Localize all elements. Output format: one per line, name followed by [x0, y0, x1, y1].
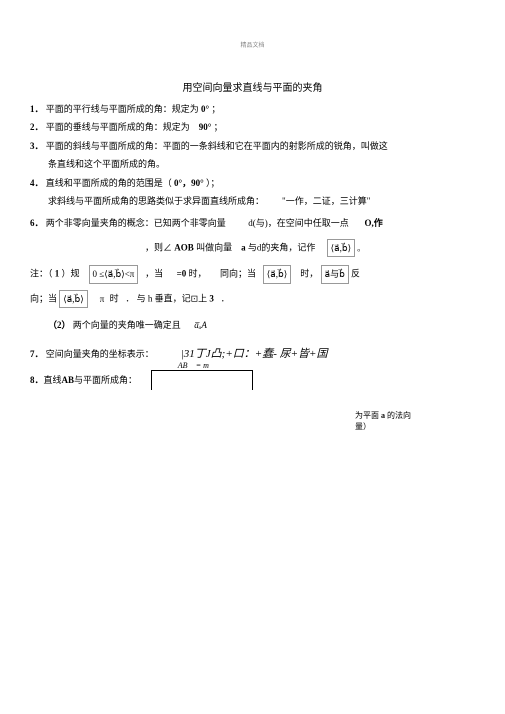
vec-angle-1: ⟨a⃗,b⃗⟩ [327, 239, 356, 257]
item-1-val: 0° [201, 104, 209, 114]
item-4-end: ）； [206, 178, 220, 188]
item-1-end: ； [211, 104, 220, 114]
item-4-val: 0°，90° [174, 178, 204, 188]
item-6-mid: d(与)，在空间中任取一点 [248, 218, 349, 228]
footnote-a: a [381, 411, 385, 420]
item-6-end: O,作 [365, 218, 383, 228]
item-2: 2． 平面的垂线与平面所成的角：规定为 90° ； [30, 120, 475, 134]
item-8-text2: 与平面所成角： [74, 373, 137, 387]
vec-angle-3: ⟨a⃗,b⃗⟩ [59, 290, 88, 308]
item-2-num: 2． [30, 122, 44, 132]
note-1-text2: ，当 [145, 268, 163, 278]
footnote: 为平面 a 的法向 量） [355, 410, 445, 432]
item-6-line2: ，则∠ AOB 叫做向量 a 与d的夹角，记作 ⟨a⃗,b⃗⟩ ₒ [30, 239, 475, 257]
item-1: 1． 平面的平行线与平面所成的角：规定为 0° ； [30, 102, 475, 116]
item-4-text: 直线和平面所成的角的范围是（ [46, 178, 172, 188]
item-1-text: 平面的平行线与平面所成的角：规定为 [46, 104, 199, 114]
note-2: （2） 两个向量的夹角唯一确定且 a̅ₒA [30, 318, 475, 332]
item-6-line2c: 与d的夹角，记作 [248, 242, 316, 252]
item-4-num: 4． [30, 178, 44, 188]
item-7-num: 7． [30, 349, 44, 359]
vec-angle-2: ⟨a⃗,b⃗⟩ [263, 265, 292, 283]
footnote-line1b: 的法向 [387, 411, 411, 420]
item-2-end: ； [214, 122, 223, 132]
note-1-formula: 0 ≤⟨a⃗,b⃗⟩<π [89, 265, 139, 283]
item-4: 4． 直线和平面所成的角的范围是（ 0°，90° ）； [30, 176, 475, 190]
note-1-text5: 时， [300, 268, 318, 278]
note-label: 注：（ [30, 268, 53, 278]
item-3-line2: 条直线和这个平面所成的角。 [30, 157, 475, 171]
item-8-ab: AB [62, 373, 75, 387]
item-2-text: 平面的垂线与平面所成的角：规定为 [46, 122, 190, 132]
vec-ab: a⃗与b⃗ [321, 265, 349, 283]
item-3: 3． 平面的斜线与平面所成的角：平面的一条斜线和它在平面内的射影所成的锐角，叫做… [30, 139, 475, 153]
note-1-text6: 反 [351, 268, 360, 278]
note-1-num: 1 [55, 268, 60, 278]
note-1-line2a: 向；当 [30, 293, 57, 303]
note-1-perp: ． 与 h 垂直，记⊡上 [125, 293, 207, 303]
note-1-three: 3 [209, 293, 214, 303]
item-6-text: 两个非零向量夹角的概念：已知两个非零向量 [46, 218, 226, 228]
item-4-quote: "一作，二证，三计算" [282, 196, 370, 206]
note-2-sym: a̅ₒA [194, 318, 207, 332]
item-6-line2a: ，则∠ [145, 242, 172, 252]
pi-symbol: π [97, 291, 108, 307]
header-watermark: 精品文档 [30, 40, 475, 49]
item-8: 8． 直线 AB 与平面所成角： ．AB⃗ = m⃗ [30, 370, 475, 390]
item-6-aob: AOB [174, 242, 194, 252]
note-1-line2b: 时 [110, 293, 119, 303]
item-2-val: 90° [199, 122, 212, 132]
footnote-line1: 为平面 [355, 411, 379, 420]
item-7-text: 空间向量夹角的坐标表示： [46, 349, 154, 359]
item-4-line2: 求斜线与平面所成角的思路类似于求异面直线所成角： "一作，二证，三计算" [30, 194, 475, 208]
item-1-num: 1． [30, 104, 44, 114]
note-2-num: （2） [48, 320, 71, 330]
note-1-dot: ． [221, 293, 230, 303]
note-1-text4: 同向；当 [220, 268, 256, 278]
item-4-line2-text: 求斜线与平面所成角的思路类似于求异面直线所成角： [48, 196, 264, 206]
diagram-box: ．AB⃗ = m⃗ [151, 370, 253, 390]
item-3-num: 3． [30, 141, 44, 151]
note-1-text3: 时， [189, 268, 207, 278]
note-1-eq0: =0 [177, 268, 187, 278]
vec-a-label: a [241, 242, 246, 252]
note-1-text: ）规 [62, 268, 80, 278]
item-8-num: 8． [30, 373, 44, 387]
item-6: 6． 两个非零向量夹角的概念：已知两个非零向量 d(与)，在空间中任取一点 O,… [30, 216, 475, 230]
page-title: 用空间向量求直线与平面的夹角 [30, 79, 475, 94]
item-6-num: 6． [30, 218, 44, 228]
item-8-text: 直线 [44, 373, 62, 387]
footnote-line2: 量） [355, 422, 371, 431]
item-3-text: 平面的斜线与平面所成的角：平面的一条斜线和它在平面内的射影所成的锐角，叫做这 [46, 141, 388, 151]
note-1-line2: 向；当 ⟨a⃗,b⃗⟩ π 时 ． 与 h 垂直，记⊡上 3 ． [30, 290, 475, 308]
item-6-line2b: 叫做向量 [196, 242, 232, 252]
note-1: 注：（ 1 ）规 0 ≤⟨a⃗,b⃗⟩<π ，当 =0 时， 同向；当 ⟨a⃗,… [30, 265, 475, 283]
diagram-label: ．AB⃗ = m⃗ [172, 360, 216, 373]
item-7: 7． 空间向量夹角的坐标表示： |31丁J凸;+口：+蠢- 尿+皆+国 [30, 346, 475, 364]
note-2-text: 两个向量的夹角唯一确定且 [73, 320, 181, 330]
